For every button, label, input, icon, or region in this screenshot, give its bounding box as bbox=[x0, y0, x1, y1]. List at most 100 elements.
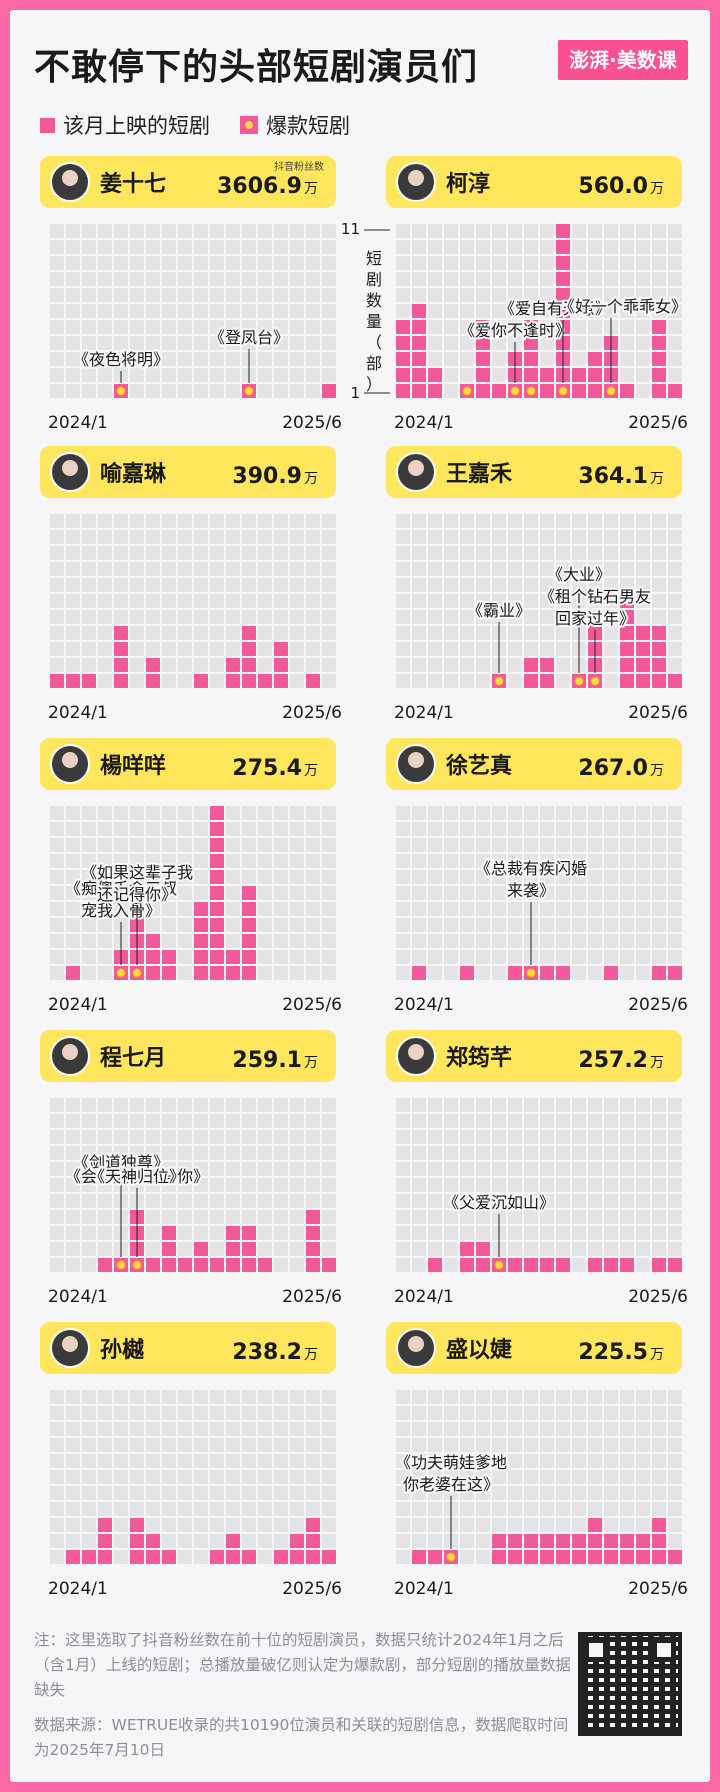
empty-cell bbox=[50, 1194, 64, 1208]
bar-cell bbox=[306, 1518, 320, 1532]
empty-cell bbox=[444, 1194, 458, 1208]
empty-cell bbox=[652, 1470, 666, 1484]
empty-cell bbox=[524, 594, 538, 608]
empty-cell bbox=[620, 918, 634, 932]
empty-cell bbox=[274, 288, 288, 302]
empty-cell bbox=[322, 562, 336, 576]
empty-cell bbox=[194, 1550, 208, 1564]
bar-cell bbox=[242, 918, 256, 932]
bar-cell bbox=[620, 658, 634, 672]
empty-cell bbox=[66, 902, 80, 916]
empty-cell bbox=[82, 1194, 96, 1208]
empty-cell bbox=[226, 240, 240, 254]
empty-cell bbox=[290, 1242, 304, 1256]
empty-cell bbox=[258, 304, 272, 318]
empty-cell bbox=[540, 1178, 554, 1192]
empty-cell bbox=[652, 530, 666, 544]
empty-cell bbox=[306, 966, 320, 980]
empty-cell bbox=[396, 918, 410, 932]
bar-cell bbox=[50, 674, 64, 688]
empty-cell bbox=[428, 902, 442, 916]
empty-cell bbox=[162, 1130, 176, 1144]
bar-cell bbox=[412, 384, 426, 398]
empty-cell bbox=[66, 1162, 80, 1176]
empty-cell bbox=[274, 1438, 288, 1452]
bar-cell bbox=[492, 1534, 506, 1548]
empty-cell bbox=[620, 304, 634, 318]
empty-cell bbox=[668, 562, 682, 576]
empty-cell bbox=[98, 530, 112, 544]
empty-cell bbox=[210, 1178, 224, 1192]
empty-cell bbox=[636, 870, 650, 884]
empty-cell bbox=[162, 336, 176, 350]
bar-cell bbox=[620, 626, 634, 640]
empty-cell bbox=[540, 514, 554, 528]
empty-cell bbox=[572, 1406, 586, 1420]
empty-cell bbox=[82, 546, 96, 560]
empty-cell bbox=[322, 642, 336, 656]
empty-cell bbox=[258, 1454, 272, 1468]
empty-cell bbox=[636, 918, 650, 932]
bar-cell bbox=[412, 352, 426, 366]
empty-cell bbox=[508, 806, 522, 820]
empty-cell bbox=[242, 806, 256, 820]
empty-cell bbox=[604, 578, 618, 592]
empty-cell bbox=[50, 320, 64, 334]
empty-cell bbox=[396, 1422, 410, 1436]
empty-cell bbox=[114, 224, 128, 238]
empty-cell bbox=[396, 594, 410, 608]
empty-cell bbox=[444, 1470, 458, 1484]
empty-cell bbox=[412, 822, 426, 836]
bar-cell bbox=[588, 352, 602, 366]
empty-cell bbox=[508, 1162, 522, 1176]
empty-cell bbox=[82, 1146, 96, 1160]
empty-cell bbox=[444, 1130, 458, 1144]
empty-cell bbox=[274, 384, 288, 398]
annotation-label: 宠我入骨》 bbox=[81, 901, 161, 920]
empty-cell bbox=[162, 1438, 176, 1452]
empty-cell bbox=[524, 1162, 538, 1176]
empty-cell bbox=[242, 1194, 256, 1208]
bar-cell bbox=[524, 368, 538, 382]
empty-cell bbox=[98, 1178, 112, 1192]
bar-cell bbox=[476, 352, 490, 366]
x-tick-label: 2024/1 bbox=[394, 1579, 454, 1599]
empty-cell bbox=[258, 1098, 272, 1112]
empty-cell bbox=[524, 1098, 538, 1112]
empty-cell bbox=[524, 1130, 538, 1144]
empty-cell bbox=[178, 1518, 192, 1532]
empty-cell bbox=[50, 368, 64, 382]
empty-cell bbox=[98, 838, 112, 852]
empty-cell bbox=[194, 1422, 208, 1436]
bar-cell bbox=[652, 1258, 666, 1272]
empty-cell bbox=[66, 1502, 80, 1516]
empty-cell bbox=[492, 240, 506, 254]
empty-cell bbox=[98, 950, 112, 964]
empty-cell bbox=[322, 546, 336, 560]
empty-cell bbox=[428, 854, 442, 868]
hit-burst-icon bbox=[526, 968, 536, 978]
empty-cell bbox=[620, 514, 634, 528]
empty-cell bbox=[146, 854, 160, 868]
empty-cell bbox=[572, 918, 586, 932]
empty-cell bbox=[476, 626, 490, 640]
empty-cell bbox=[476, 304, 490, 318]
empty-cell bbox=[242, 1146, 256, 1160]
empty-cell bbox=[540, 1470, 554, 1484]
empty-cell bbox=[492, 562, 506, 576]
empty-cell bbox=[306, 610, 320, 624]
empty-cell bbox=[258, 384, 272, 398]
empty-cell bbox=[306, 1470, 320, 1484]
empty-cell bbox=[82, 562, 96, 576]
empty-cell bbox=[194, 304, 208, 318]
empty-cell bbox=[412, 288, 426, 302]
empty-cell bbox=[114, 838, 128, 852]
bar-cell bbox=[524, 674, 538, 688]
empty-cell bbox=[476, 822, 490, 836]
empty-cell bbox=[130, 336, 144, 350]
empty-cell bbox=[66, 1486, 80, 1500]
empty-cell bbox=[162, 838, 176, 852]
empty-cell bbox=[322, 514, 336, 528]
empty-cell bbox=[588, 1454, 602, 1468]
empty-cell bbox=[428, 256, 442, 270]
